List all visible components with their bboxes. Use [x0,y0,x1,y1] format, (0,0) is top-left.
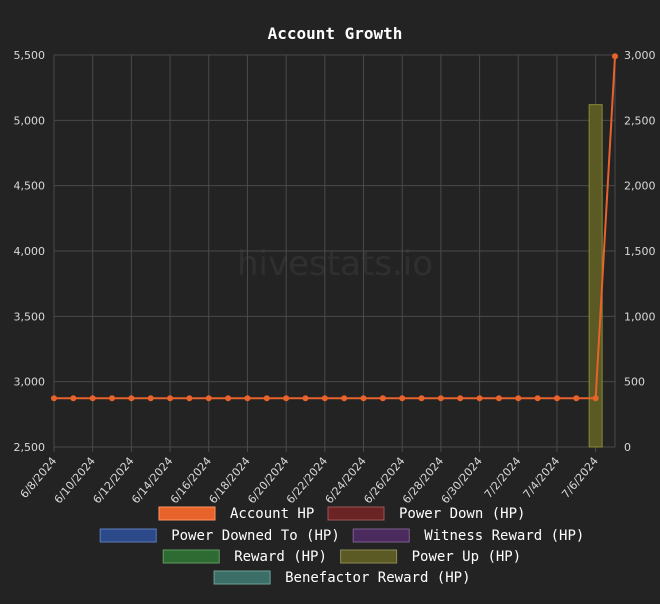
y-right-tick-label: 2,500 [624,114,656,127]
data-point[interactable] [553,395,560,402]
legend-swatch [327,506,385,521]
data-point[interactable] [592,395,599,402]
data-point[interactable] [205,395,212,402]
data-point[interactable] [70,395,77,402]
y-left-tick-label: 3,500 [14,310,46,323]
legend-swatch [352,528,410,543]
y-left-axis: 2,500 3,000 3,500 4,000 4,500 5,000 5,500 [14,49,46,454]
data-point[interactable] [418,395,425,402]
data-point[interactable] [612,53,618,60]
legend-label: Benefactor Reward (HP) [285,570,470,586]
data-point[interactable] [51,395,57,402]
y-right-axis: 0 500 1,000 1,500 2,000 2,500 3,000 [624,49,656,454]
legend-swatch [340,549,398,564]
legend-label: Reward (HP) [234,549,327,565]
y-right-tick-label: 1,500 [624,245,656,258]
y-right-tick-label: 0 [624,441,631,454]
x-tick-label: 6/30/2024 [439,455,485,507]
data-point[interactable] [495,395,502,402]
y-right-tick-label: 3,000 [624,49,656,62]
lines [51,53,618,402]
y-left-tick-label: 5,500 [14,49,46,62]
data-point[interactable] [109,395,116,402]
data-point[interactable] [360,395,367,402]
data-point[interactable] [476,395,483,402]
legend-label: Power Downed To (HP) [171,528,340,544]
legend-label: Account HP [230,506,314,522]
data-point[interactable] [263,395,270,402]
data-point[interactable] [379,395,386,402]
series-line [54,56,616,400]
legend-item[interactable]: Power Up (HP) [340,549,522,565]
legend-swatch [99,528,157,543]
x-tick-label: 7/4/2024 [521,455,563,501]
y-left-tick-label: 2,500 [14,441,46,454]
x-tick-label: 7/2/2024 [482,455,524,501]
data-point[interactable] [321,395,328,402]
legend-item[interactable]: Power Down (HP) [327,506,525,522]
legend-swatch [162,549,220,564]
legend-item[interactable]: Account HP [158,506,314,522]
x-tick-label: 7/6/2024 [559,455,601,501]
data-point[interactable] [515,395,522,402]
legend-swatch [213,570,271,585]
legend-item[interactable]: Power Downed To (HP) [99,528,340,544]
data-point[interactable] [457,395,464,402]
data-point[interactable] [534,395,541,402]
data-point[interactable] [167,395,174,402]
legend-label: Power Up (HP) [412,549,522,565]
data-point[interactable] [573,395,580,402]
data-point[interactable] [89,395,96,402]
data-point[interactable] [128,395,135,402]
data-point[interactable] [399,395,406,402]
watermark: hivestats.io [237,244,433,284]
y-right-tick-label: 1,000 [624,310,656,323]
data-point[interactable] [186,395,193,402]
legend[interactable]: Account HP Power Down (HP) Power Downed To… [99,506,584,586]
y-right-tick-label: 500 [624,376,645,389]
y-left-tick-label: 3,000 [14,376,46,389]
x-tick-label: 6/8/2024 [18,455,60,501]
chart-title: Account Growth [268,24,403,43]
legend-label: Power Down (HP) [399,506,525,522]
y-left-tick-label: 5,000 [14,114,46,127]
data-point[interactable] [437,395,444,402]
data-point[interactable] [225,395,232,402]
data-point[interactable] [147,395,154,402]
x-axis: 6/8/20246/10/20246/12/20246/14/20246/16/… [18,455,601,507]
legend-swatch [158,506,216,521]
data-point[interactable] [283,395,290,402]
y-left-tick-label: 4,500 [14,180,46,193]
data-point[interactable] [244,395,251,402]
legend-label: Witness Reward (HP) [424,528,584,544]
legend-item[interactable]: Benefactor Reward (HP) [213,570,471,586]
y-right-tick-label: 2,000 [624,180,656,193]
data-point[interactable] [341,395,348,402]
y-left-tick-label: 4,000 [14,245,46,258]
legend-item[interactable]: Reward (HP) [162,549,327,565]
data-point[interactable] [302,395,309,402]
legend-item[interactable]: Witness Reward (HP) [352,528,584,544]
